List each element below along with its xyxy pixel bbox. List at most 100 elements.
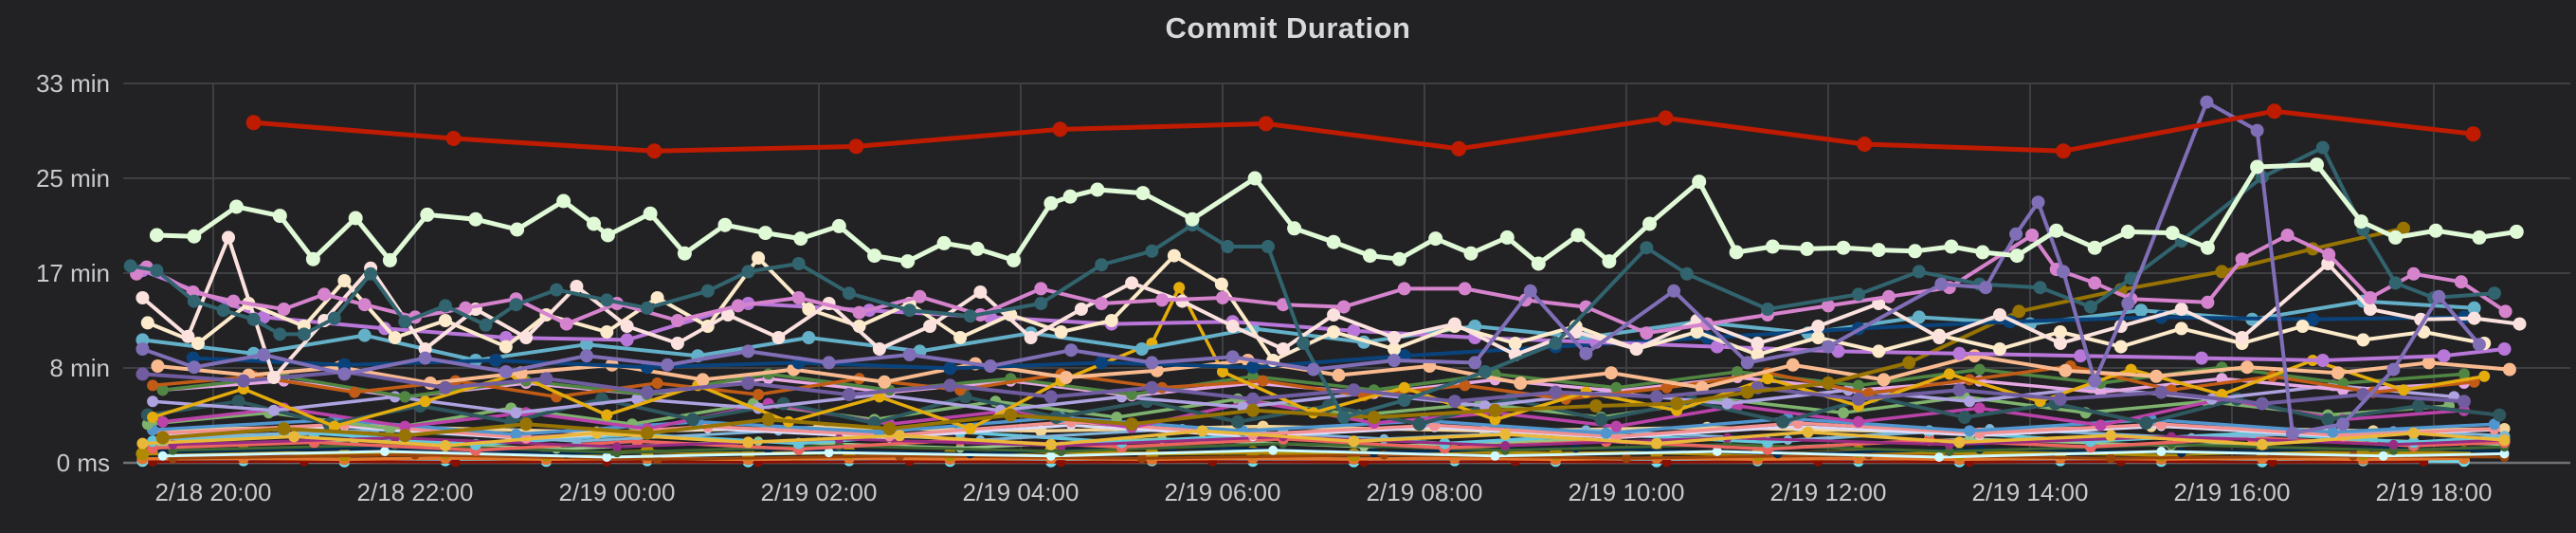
series-point-brown <box>2106 453 2116 464</box>
series-point-cream <box>953 331 968 344</box>
series-point-orchid <box>2363 291 2377 304</box>
series-point-dark-gold-climber <box>2012 304 2026 319</box>
series-point-mint-green <box>1062 189 1078 204</box>
y-tick-label: 25 min <box>36 164 110 193</box>
series-point-purple <box>2154 385 2168 399</box>
series-point-peach <box>878 375 892 389</box>
series-point-dark-teal-low <box>2412 399 2425 413</box>
series-point-steel-cyan <box>357 328 372 342</box>
series-point-blue <box>1600 427 1612 439</box>
series-point-peach <box>1786 358 1800 372</box>
series-point-mint-green <box>717 217 733 232</box>
series-point-mint-green <box>229 199 244 214</box>
series-line-navy-blue <box>190 315 2466 371</box>
series-point-pale-pink <box>2467 311 2481 325</box>
series-point-dark-teal <box>1478 365 1492 378</box>
series-point-pale-cyan <box>824 448 834 458</box>
series-point-dark-teal <box>1261 240 1275 253</box>
y-tick-label: 8 min <box>49 354 110 382</box>
series-point-cream <box>191 337 205 350</box>
series-point-dark-green <box>1126 389 1138 400</box>
series-point-mint-green <box>2353 214 2368 230</box>
series-point-orchid <box>791 291 806 304</box>
series-point-orchid <box>731 299 745 313</box>
series-point-orchid <box>2454 275 2468 289</box>
series-point-bright-gold <box>1762 373 1774 385</box>
series-point-peach <box>1514 377 1528 390</box>
series-point-bright-gold <box>2398 384 2409 396</box>
series-point-yellow-row <box>1348 435 1360 448</box>
series-point-olive-row <box>136 447 150 461</box>
series-point-peach <box>2059 363 2073 377</box>
series-point-dark-teal <box>364 266 378 281</box>
series-point-dark-teal <box>1397 394 1411 407</box>
series-point-pale-pink <box>2174 303 2188 316</box>
series-point-mint-green <box>643 206 658 221</box>
y-tick-label: 33 min <box>36 69 110 98</box>
series-point-mint-green <box>2200 240 2215 255</box>
series-point-dark-gold-climber <box>155 431 170 445</box>
series-point-dark-green <box>156 384 169 396</box>
series-point-mint-green <box>2388 230 2403 245</box>
series-point-rust-orange <box>1257 375 1269 387</box>
x-tick-label: 2/18 20:00 <box>155 478 272 506</box>
series-point-peach <box>696 373 710 387</box>
series-point-pale-pink <box>1225 320 1240 333</box>
series-point-pale-pink <box>266 371 281 384</box>
series-point-steel-cyan <box>802 331 816 344</box>
panel-title[interactable]: Commit Duration <box>1165 11 1411 45</box>
series-point-lavender <box>1964 395 1976 408</box>
series-point-mint-green <box>1871 243 1886 258</box>
series-line-rust-orange <box>151 364 2476 401</box>
series-point-peach <box>1605 366 1618 380</box>
series-point-cream <box>650 291 664 304</box>
series-point-pale-pink <box>1074 303 1088 316</box>
series-point-cream <box>1054 325 1068 339</box>
series-point-yellow-row <box>742 436 754 449</box>
series-point-red-max <box>646 143 662 159</box>
series-point-mint-green <box>1729 245 1744 260</box>
series-point-mint-green <box>1836 240 1851 255</box>
x-tick-label: 2/19 00:00 <box>559 478 676 506</box>
y-tick-label: 0 ms <box>57 449 110 477</box>
series-point-slate-purple <box>2472 338 2486 352</box>
series-point-plum <box>620 333 634 347</box>
series-point-dark-magenta <box>2388 439 2399 450</box>
series-point-orchid <box>1034 282 1048 296</box>
series-point-mint-green <box>2049 223 2064 238</box>
series-point-purple <box>1851 392 1865 406</box>
series-point-yellow-row <box>1802 426 1814 438</box>
series-point-orchid <box>1216 291 1229 304</box>
series-point-orchid <box>2322 248 2336 262</box>
series-point-orchid <box>1095 297 1109 310</box>
series-point-cream <box>1327 325 1341 339</box>
series-point-pale-pink <box>1447 317 1461 331</box>
series-point-red-max <box>1052 121 1068 138</box>
series-point-purple <box>1043 390 1058 404</box>
series-point-slate-purple <box>1579 346 1593 360</box>
series-point-red-max <box>1658 110 1674 126</box>
series-point-orchid <box>1458 282 1472 296</box>
series-point-mint-green <box>1135 186 1151 201</box>
series-point-purple <box>2255 396 2269 411</box>
series-point-mint-green <box>1800 241 1815 256</box>
series-point-mint-green <box>1765 239 1780 254</box>
series-point-cream <box>1993 342 2006 356</box>
series-point-pale-pink <box>1629 342 1643 356</box>
series-point-mint-green <box>2250 159 2265 175</box>
series-point-orchid <box>1822 299 1835 313</box>
series-point-slate-purple <box>2250 123 2264 138</box>
series-point-pale-pink <box>1276 342 1290 356</box>
series-point-bright-gold <box>601 409 613 421</box>
series-point-dark-teal <box>1912 265 1926 279</box>
series-point-pale-pink <box>181 329 195 343</box>
x-tick-label: 2/19 18:00 <box>2376 478 2493 506</box>
series-point-orchid <box>2088 276 2102 290</box>
series-line-bright-gold <box>151 285 2486 431</box>
x-tick-label: 2/19 08:00 <box>1367 478 1483 506</box>
series-point-orchid <box>852 305 866 320</box>
series-point-purple <box>640 385 654 399</box>
series-point-pale-cyan <box>1934 452 1945 462</box>
series-point-dark-teal <box>297 327 311 341</box>
series-point-bright-gold <box>873 391 885 403</box>
